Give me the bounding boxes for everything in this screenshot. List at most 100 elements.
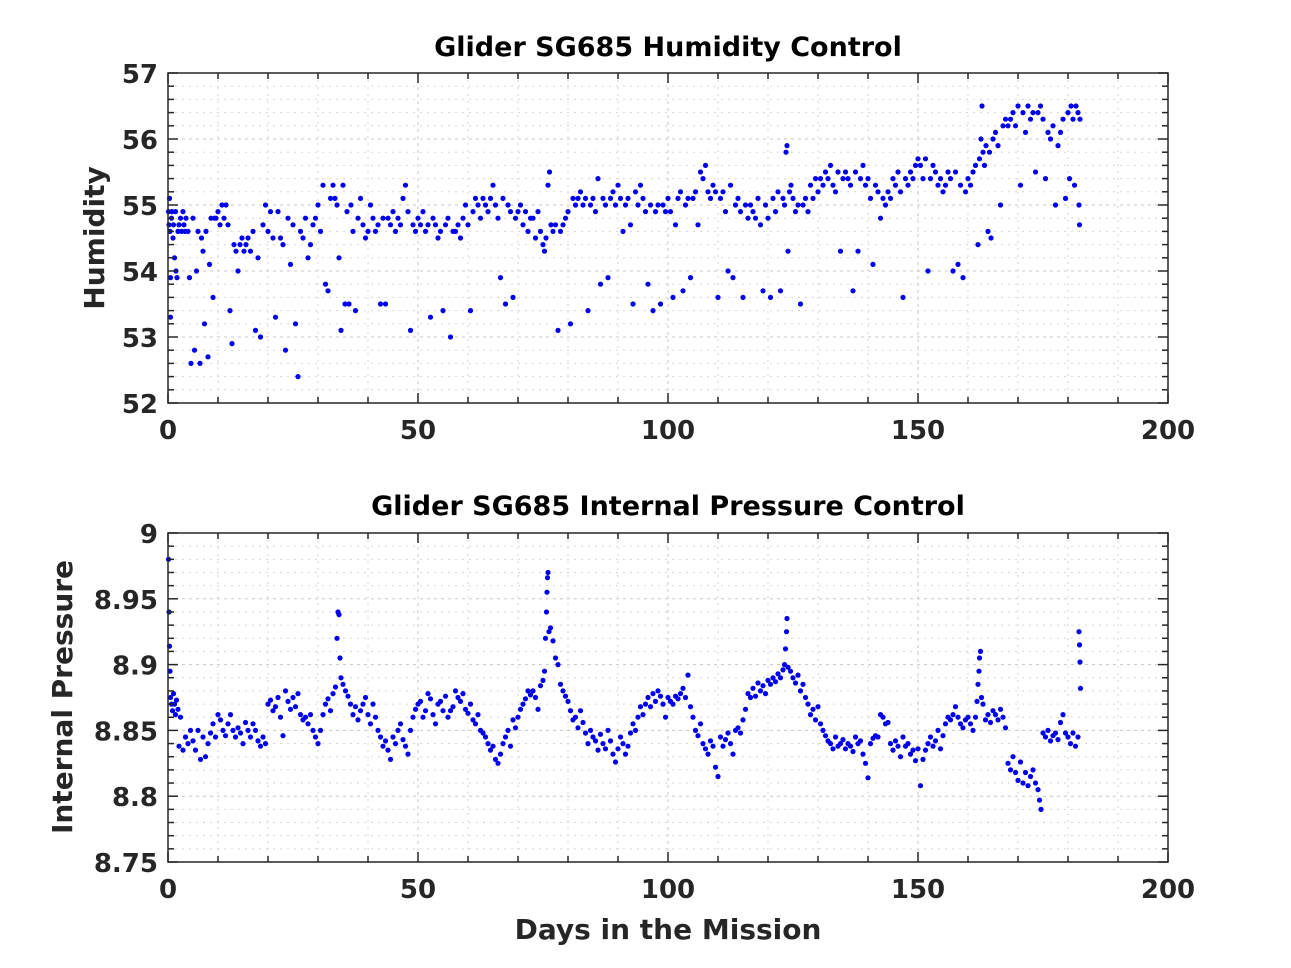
pressure-data-point (315, 741, 321, 747)
pressure-data-point (1076, 642, 1083, 648)
humidity-data-point (767, 294, 774, 300)
humidity-data-point (213, 215, 219, 221)
humidity-data-point (835, 169, 841, 175)
humidity-data-point (390, 209, 396, 215)
humidity-data-point (1070, 116, 1076, 122)
humidity-data-point (645, 281, 651, 287)
pressure-data-point (974, 698, 980, 705)
pressure-data-point (1000, 714, 1006, 720)
pressure-data-point (235, 725, 241, 731)
pressure-data-point (620, 741, 626, 747)
humidity-data-point (420, 209, 426, 215)
humidity-data-point (655, 202, 661, 208)
humidity-data-point (247, 248, 254, 254)
pressure-data-point (305, 721, 311, 727)
pressure-data-point (185, 741, 191, 747)
pressure-data-point (552, 655, 559, 661)
pressure-data-point (772, 679, 779, 685)
x-tick-label: 200 (1141, 875, 1195, 905)
humidity-data-point (332, 195, 338, 201)
humidity-data-point (602, 202, 609, 208)
pressure-data-point (190, 738, 196, 744)
humidity-data-point (285, 215, 291, 221)
pressure-data-point (612, 759, 619, 765)
humidity-data-point (348, 202, 354, 208)
humidity-data-point (515, 209, 521, 215)
pressure-data-point (550, 638, 556, 644)
pressure-data-point (377, 734, 384, 740)
humidity-data-point (1005, 123, 1011, 129)
humidity-data-point (452, 228, 459, 234)
humidity-data-point (585, 308, 591, 314)
humidity-data-point (223, 202, 229, 208)
humidity-data-point (552, 222, 559, 228)
humidity-data-point (567, 321, 574, 327)
pressure-data-point (792, 680, 799, 686)
humidity-data-point (532, 235, 539, 241)
humidity-data-point (872, 182, 879, 188)
humidity-data-point (577, 189, 584, 195)
humidity-data-point (455, 222, 461, 228)
humidity-data-point (572, 202, 579, 208)
pressure-data-point (862, 760, 869, 766)
pressure-data-point (652, 698, 659, 705)
pressure-data-point (592, 738, 599, 744)
humidity-data-point (830, 182, 836, 188)
pressure-data-point (897, 754, 904, 760)
humidity-data-point (437, 228, 444, 234)
pressure-data-point (665, 694, 671, 701)
humidity-data-point (627, 222, 634, 228)
humidity-data-point (607, 195, 614, 201)
pressure-data-point (1020, 780, 1026, 786)
humidity-data-point (680, 288, 686, 294)
pressure-data-point (755, 680, 761, 686)
humidity-data-point (807, 182, 814, 188)
pressure-data-point (957, 721, 964, 727)
pressure-data-point (730, 751, 736, 757)
x-tick-label: 150 (891, 875, 945, 905)
pressure-data-point (325, 696, 331, 702)
pressure-data-point (410, 714, 416, 720)
humidity-data-point (235, 268, 241, 274)
pressure-data-point (737, 730, 744, 736)
humidity-data-point (505, 202, 511, 208)
pressure-y-axis-label: Internal Pressure (46, 560, 79, 834)
pressure-data-point (355, 717, 361, 723)
pressure-data-point (442, 693, 449, 699)
pressure-points (165, 556, 1084, 813)
pressure-data-point (932, 738, 939, 744)
pressure-ticks (167, 532, 1169, 863)
pressure-data-point (544, 575, 551, 581)
y-tick-label: 56 (122, 126, 158, 156)
pressure-data-point (800, 681, 806, 687)
humidity-data-point (695, 222, 701, 228)
humidity-data-point (1057, 129, 1064, 135)
humidity-data-point (1060, 116, 1066, 122)
humidity-data-point (665, 195, 671, 201)
pressure-data-point (1067, 741, 1074, 747)
pressure-data-point (1005, 760, 1011, 766)
pressure-data-point (370, 701, 376, 707)
humidity-data-point (260, 222, 266, 228)
pressure-data-point (587, 727, 594, 734)
humidity-data-point (525, 228, 531, 234)
pressure-data-point (312, 734, 319, 740)
humidity-data-point (472, 195, 479, 201)
humidity-data-point (825, 176, 831, 182)
humidity-data-point (940, 189, 946, 195)
humidity-data-point (842, 169, 849, 175)
humidity-data-point (612, 202, 619, 208)
humidity-data-point (395, 215, 401, 221)
humidity-data-point (422, 228, 429, 234)
humidity-data-point (1042, 176, 1049, 182)
humidity-data-point (1025, 103, 1031, 109)
humidity-data-point (372, 228, 379, 234)
pressure-data-point (182, 734, 189, 740)
humidity-data-point (620, 228, 626, 234)
humidity-data-point (340, 182, 346, 188)
humidity-data-point (305, 255, 311, 261)
humidity-data-point (425, 222, 431, 228)
humidity-ticks (167, 72, 1169, 404)
pressure-data-point (395, 727, 401, 734)
